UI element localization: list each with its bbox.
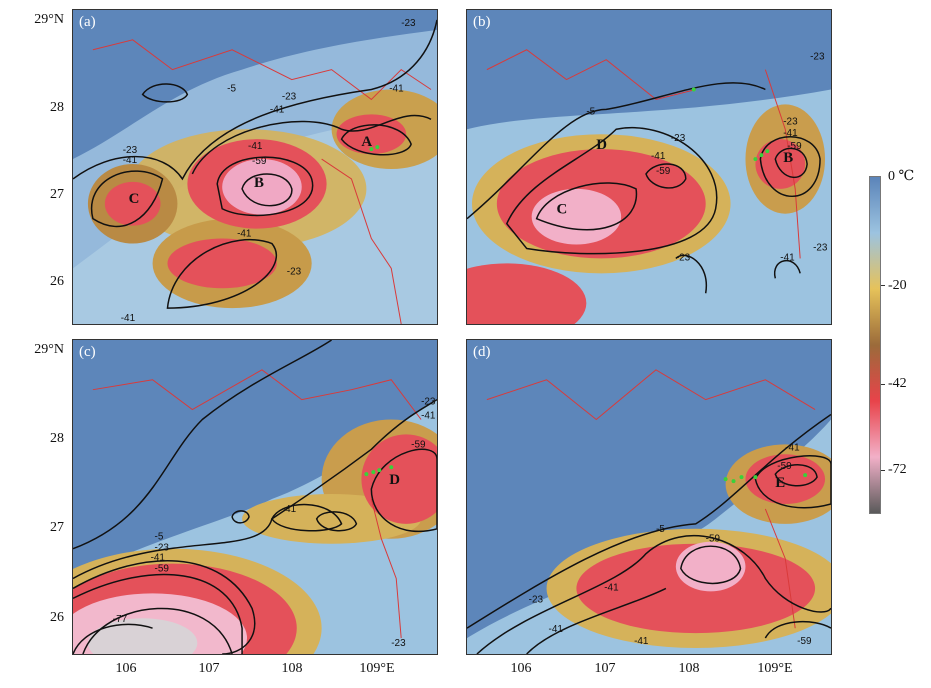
x-tick-label: 109°E (359, 661, 395, 676)
contour-label: -41 (549, 624, 564, 635)
panel-label: (a) (79, 14, 96, 30)
contour-label: -41 (123, 155, 138, 166)
x-tick-label: 109°E (757, 661, 793, 676)
panel-a: -23 -5 -5 -23 -41 -41 -41 -59 -23 -41 -4… (72, 9, 438, 325)
contour-label: -41 (121, 313, 136, 324)
contour-label: -23 (783, 116, 798, 127)
panel-c: -23 -41 -59 -41 -5 -23 -41 -59 -77 -23 D… (72, 339, 438, 655)
contour-label: -23 (813, 242, 828, 253)
contour-label: -5 (155, 532, 164, 543)
contour-label: -59 (797, 636, 812, 647)
y-tick-label: 26 (50, 610, 64, 625)
contour-label: -41 (421, 411, 436, 422)
contour-label: -59 (706, 534, 721, 545)
x-tick-label: 108 (678, 661, 700, 676)
panel-b: -23 -5 -23 -41 -59 -23 -41 -59 -23 -23 -… (466, 9, 832, 325)
contour-label: -59 (155, 564, 170, 575)
contour-label: -59 (411, 439, 426, 450)
panel-label: (b) (473, 14, 491, 30)
y-tick-label: 29°N (34, 342, 64, 357)
contour-label: -23 (123, 145, 138, 156)
contour-label: -59 (777, 461, 792, 472)
colorbar-tick (881, 384, 885, 385)
contour-label: -41 (651, 151, 666, 162)
satellite-map-c: -23 -41 -59 -41 -5 -23 -41 -59 -77 -23 D (73, 340, 437, 654)
satellite-map-d: -5 -59 -41 -59 -23 -41 -41 -41 -59 E (467, 340, 831, 654)
panel-label: (c) (79, 344, 96, 360)
region-D: D (596, 137, 607, 153)
contour-label: -41 (604, 582, 619, 593)
panel-label: (d) (473, 344, 491, 360)
contour-label: -41 (270, 104, 285, 115)
contour-label: -23 (676, 252, 691, 263)
contour-labels-d: -5 -59 -41 -59 -23 -41 -41 -41 -59 (529, 442, 812, 647)
colorbar-tick (881, 470, 885, 471)
contour-label: -41 (151, 553, 166, 564)
contour-label: -5 (227, 83, 236, 94)
y-tick-label: 26 (50, 274, 64, 289)
colorbar-tick (881, 285, 885, 286)
contour-label: -41 (780, 252, 795, 263)
satellite-map-b: -23 -5 -23 -41 -59 -23 -41 -59 -23 -23 -… (467, 10, 831, 324)
contour-label: -41 (634, 636, 649, 647)
region-E: E (775, 475, 785, 491)
x-tick-label: 107 (594, 661, 616, 676)
region-B: B (254, 175, 264, 191)
contour-label: -59 (656, 166, 671, 177)
region-D: D (389, 472, 400, 488)
contour-label: -23 (421, 397, 436, 408)
contour-label: -23 (287, 266, 302, 277)
region-A: A (361, 134, 372, 150)
y-tick-label: 27 (50, 520, 64, 535)
y-tick-label: 28 (50, 100, 64, 115)
colorbar-label: -72 (888, 462, 907, 477)
colorbar-label: 0 ℃ (888, 169, 915, 184)
colorbar-label: -42 (888, 376, 907, 391)
contour-label: -5 (586, 106, 595, 117)
panel-d: -5 -59 -41 -59 -23 -41 -41 -41 -59 E (d) (466, 339, 832, 655)
x-tick-label: 106 (115, 661, 137, 676)
contour-label: -59 (252, 156, 267, 167)
contour-label: -41 (783, 128, 798, 139)
contour-labels-a: -23 -5 -5 -23 -41 -41 -41 -59 -23 -41 -4… (121, 18, 416, 324)
contour-label: -41 (248, 141, 263, 152)
contour-labels-b: -23 -5 -23 -41 -59 -23 -41 -59 -23 -23 -… (586, 52, 828, 264)
region-B: B (783, 150, 793, 166)
contour-label: -59 (787, 141, 802, 152)
satellite-map-a: -23 -5 -5 -23 -41 -41 -41 -59 -23 -41 -4… (73, 10, 437, 324)
region-C: C (129, 191, 140, 207)
contour-label: -77 (113, 614, 128, 625)
contour-label: -23 (282, 91, 297, 102)
contour-label: -41 (282, 504, 297, 515)
contour-label: -23 (529, 594, 544, 605)
contour-label: -23 (671, 133, 686, 144)
y-tick-label: 29°N (34, 12, 64, 27)
contour-labels-c: -23 -41 -59 -41 -5 -23 -41 -59 -77 -23 (113, 397, 436, 649)
contour-label: -23 (810, 52, 825, 63)
contour-label: -41 (389, 83, 404, 94)
contour-label: -23 (391, 638, 406, 649)
x-tick-label: 107 (198, 661, 220, 676)
x-tick-label: 106 (510, 661, 532, 676)
x-tick-label: 108 (281, 661, 303, 676)
contour-label: -23 (155, 543, 170, 554)
colorbar-label: -20 (888, 278, 907, 293)
contour-label: -23 (401, 18, 416, 29)
contour-label: -41 (237, 229, 252, 240)
contour-label: -5 (656, 524, 665, 535)
colorbar (869, 176, 881, 514)
contour-label: -41 (785, 442, 800, 453)
region-C: C (557, 202, 568, 218)
y-tick-label: 28 (50, 431, 64, 446)
y-tick-label: 27 (50, 187, 64, 202)
